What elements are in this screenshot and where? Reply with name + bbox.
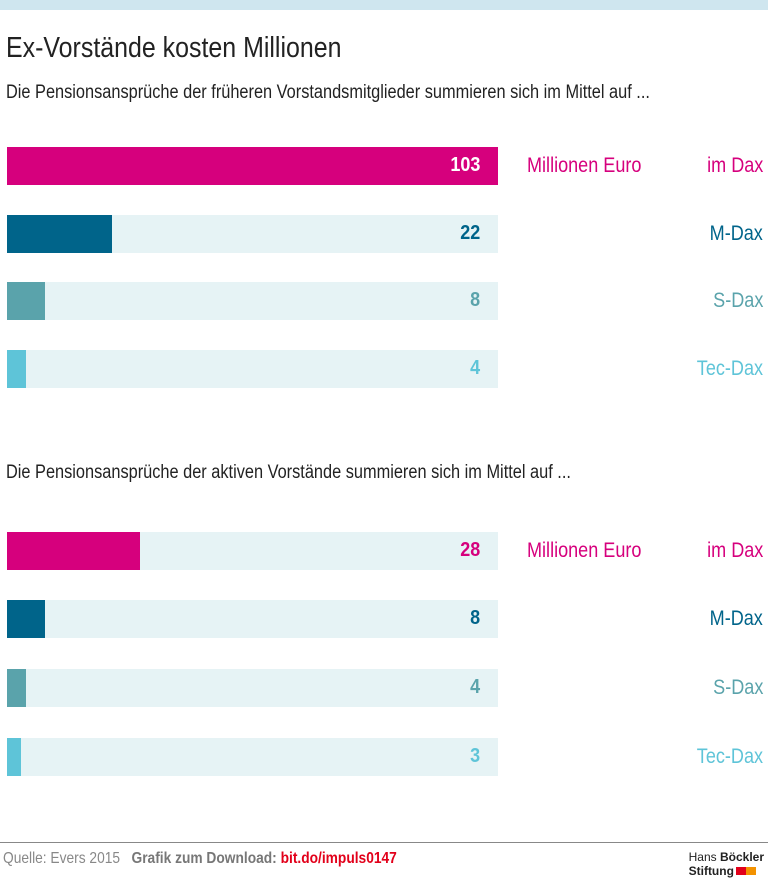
category-label: S-Dax: [712, 676, 763, 699]
chart-subtitle: Die Pensionsansprüche der früheren Vorst…: [6, 82, 650, 103]
download-link[interactable]: bit.do/impuls0147: [280, 850, 397, 867]
bar-row: 4 S-Dax: [0, 669, 768, 707]
bar-row: 22 M-Dax: [0, 215, 768, 253]
data-label: 103: [449, 154, 480, 176]
bar-track: [7, 350, 498, 388]
bar-row: 3 Tec-Dax: [0, 738, 768, 776]
chart-title: Ex-Vorstände kosten Millionen: [6, 32, 342, 64]
data-label: 3: [469, 745, 480, 767]
data-label: 4: [469, 676, 480, 698]
data-label: 4: [469, 357, 480, 379]
bar: [7, 350, 27, 388]
unit-label: Millionen Euro: [527, 539, 642, 562]
bar-track: [7, 600, 498, 638]
top-strip: [0, 0, 768, 10]
footer: Quelle: Evers 2015 Grafik zum Download: …: [3, 850, 397, 868]
bar-row: 28 im Dax Millionen Euro: [0, 532, 768, 570]
data-label: 8: [469, 289, 480, 311]
category-label: Tec-Dax: [696, 357, 763, 380]
download-label: Grafik zum Download:: [131, 850, 277, 867]
bar-track: [7, 282, 498, 320]
bar-row: 4 Tec-Dax: [0, 350, 768, 388]
data-label: 8: [469, 607, 480, 629]
data-label: 28: [459, 539, 480, 561]
chart-subtitle: Die Pensionsansprüche der aktiven Vorstä…: [6, 462, 571, 483]
bar: [7, 669, 27, 707]
data-label: 22: [459, 222, 480, 244]
bar-row: 8 S-Dax: [0, 282, 768, 320]
category-label: im Dax: [706, 154, 763, 177]
category-label: Tec-Dax: [696, 745, 763, 768]
hans-boeckler-logo: Hans Böckler Stiftung: [688, 850, 764, 878]
category-label: im Dax: [706, 539, 763, 562]
bar: [7, 532, 141, 570]
bar: [7, 215, 112, 253]
bar-track: [7, 669, 498, 707]
bar: [7, 147, 498, 185]
bar: [7, 738, 22, 776]
category-label: M-Dax: [709, 607, 763, 630]
bar-row: 103 im Dax Millionen Euro: [0, 147, 768, 185]
source: Quelle: Evers 2015: [3, 850, 121, 867]
category-label: M-Dax: [709, 222, 763, 245]
category-label: S-Dax: [712, 289, 763, 312]
bar-row: 8 M-Dax: [0, 600, 768, 638]
bar-track: [7, 738, 498, 776]
footer-divider: [0, 842, 768, 843]
unit-label: Millionen Euro: [527, 154, 642, 177]
bar: [7, 282, 46, 320]
bar: [7, 600, 46, 638]
